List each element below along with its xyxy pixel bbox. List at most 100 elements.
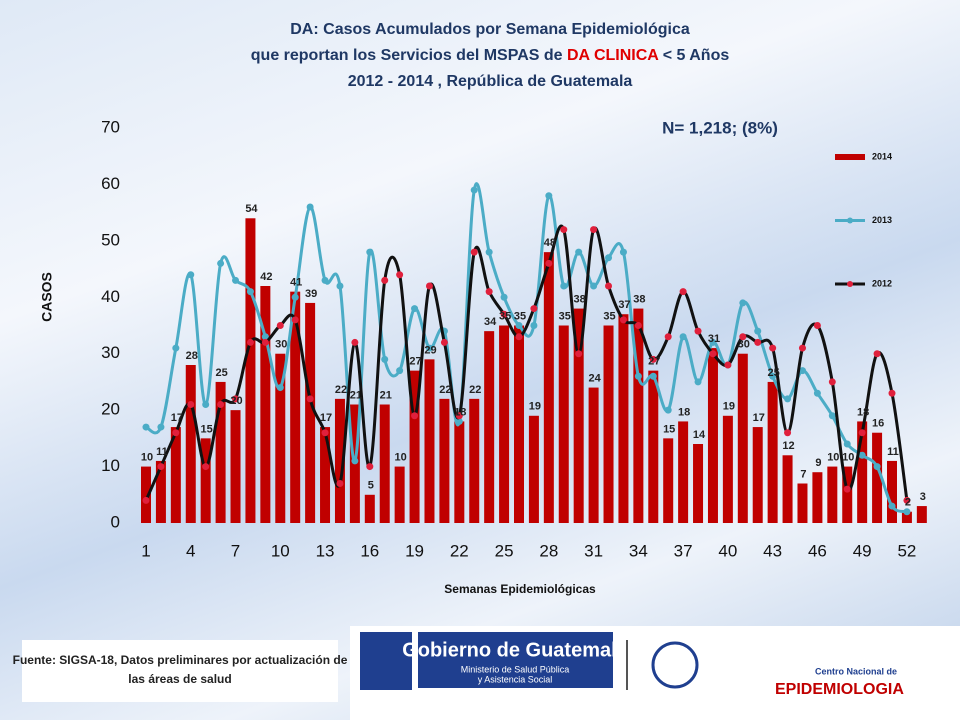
- bar: [439, 398, 450, 523]
- bar: [887, 460, 897, 523]
- data-label: 10: [395, 451, 407, 463]
- legend-swatch: [847, 217, 853, 224]
- data-label: 5: [368, 480, 374, 492]
- marker: [202, 401, 210, 408]
- center-main: EPIDEMIOLOGIA: [775, 681, 904, 698]
- y-tick-label: 60: [101, 174, 120, 193]
- marker: [679, 333, 687, 341]
- marker: [351, 457, 359, 465]
- bar: [767, 381, 778, 523]
- bar: [170, 427, 181, 523]
- marker: [425, 344, 433, 352]
- data-label: 22: [439, 384, 451, 396]
- marker: [187, 401, 195, 408]
- marker: [396, 271, 404, 279]
- x-tick-label: 34: [629, 541, 648, 560]
- emblem: [360, 632, 412, 690]
- marker: [873, 350, 881, 358]
- marker: [784, 395, 792, 403]
- bar: [141, 466, 151, 523]
- bar: [484, 331, 495, 523]
- bar: [752, 427, 763, 523]
- x-tick-label: 10: [271, 541, 290, 560]
- marker: [336, 480, 344, 487]
- x-tick-label: 25: [495, 541, 514, 560]
- data-label: 10: [842, 451, 854, 463]
- marker: [455, 412, 463, 420]
- bar: [514, 325, 524, 523]
- line: [145, 182, 908, 514]
- bar: [409, 370, 420, 523]
- data-label: 21: [380, 389, 392, 401]
- marker: [903, 496, 911, 504]
- marker: [515, 333, 523, 341]
- bar: [305, 302, 316, 523]
- x-tick-label: 13: [316, 541, 335, 560]
- marker: [619, 316, 627, 324]
- marker: [187, 271, 195, 279]
- marker: [411, 305, 419, 313]
- marker: [515, 322, 523, 329]
- data-label: 12: [782, 440, 794, 452]
- bar: [185, 365, 196, 523]
- marker: [843, 440, 851, 448]
- marker: [724, 361, 732, 369]
- marker: [843, 485, 851, 493]
- bar: [528, 415, 539, 523]
- bar: [663, 438, 674, 523]
- bar: [424, 359, 435, 523]
- title-part: 2012 - 2014 , República de Guatemala: [348, 73, 633, 90]
- marker: [739, 299, 747, 307]
- y-tick-label: 30: [101, 343, 120, 362]
- marker: [828, 412, 836, 420]
- marker: [545, 259, 553, 267]
- marker: [172, 429, 180, 437]
- bar: [901, 511, 912, 523]
- data-label: 35: [603, 310, 615, 322]
- marker: [560, 282, 568, 290]
- data-label: 37: [618, 299, 630, 311]
- marker: [485, 288, 493, 296]
- bar: [469, 398, 480, 523]
- x-tick-label: 43: [763, 541, 782, 560]
- data-label: 17: [171, 412, 183, 424]
- legend-swatch: [847, 281, 853, 287]
- bar: [737, 353, 748, 523]
- marker: [634, 372, 642, 380]
- bar: [290, 291, 301, 523]
- marker: [530, 305, 538, 313]
- x-tick-label: 31: [584, 541, 603, 560]
- marker: [261, 338, 269, 346]
- bar: [558, 325, 569, 523]
- x-tick-label: 4: [186, 541, 195, 560]
- marker: [754, 327, 762, 335]
- marker: [739, 333, 747, 341]
- bar: [275, 353, 286, 523]
- bar: [648, 370, 659, 523]
- data-label: 30: [275, 339, 287, 351]
- marker: [873, 463, 881, 471]
- title-part: que reportan los Servicios del MSPAS de: [251, 47, 567, 64]
- bar: [603, 325, 614, 523]
- legend-swatch: [835, 154, 865, 160]
- marker: [605, 254, 613, 262]
- data-label: 35: [514, 310, 526, 322]
- data-label: 19: [723, 401, 735, 413]
- data-label: 16: [872, 418, 884, 430]
- bar: [364, 494, 375, 523]
- data-label: 20: [230, 395, 242, 407]
- data-label: 42: [260, 271, 272, 283]
- bar: [215, 381, 226, 523]
- marker: [306, 395, 314, 403]
- bar: [320, 427, 331, 523]
- bar: [200, 438, 211, 523]
- marker: [590, 282, 598, 290]
- marker: [694, 327, 702, 335]
- data-label: 10: [141, 451, 153, 463]
- marker: [575, 248, 583, 256]
- bar: [827, 466, 838, 523]
- title-part: < 5 Años: [658, 47, 729, 64]
- marker: [142, 423, 150, 431]
- bar: [543, 252, 554, 523]
